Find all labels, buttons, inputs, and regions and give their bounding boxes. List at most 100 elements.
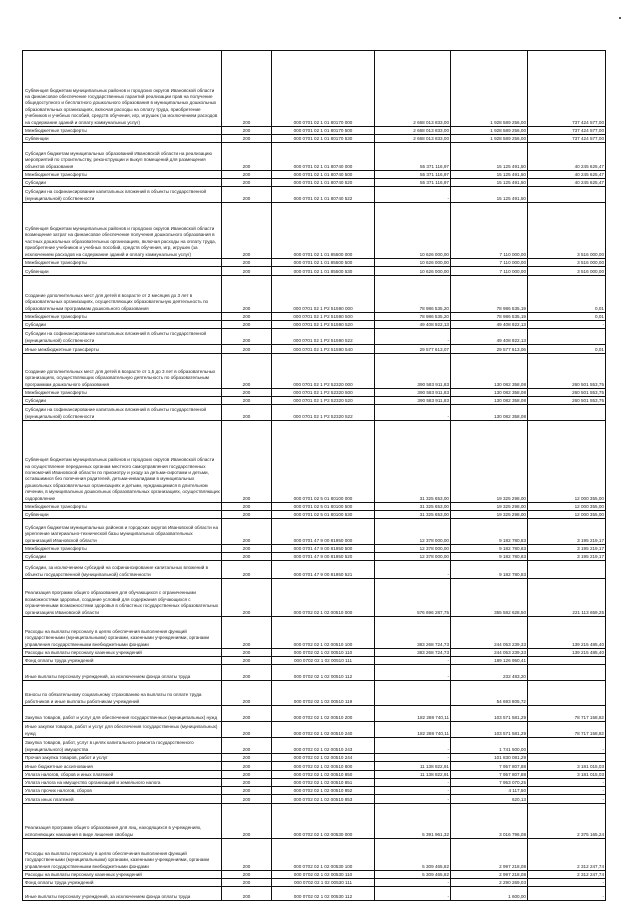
row-budget-code: 000 0702 02 1 02 00510 200 — [271, 705, 375, 722]
row-executed-amount: 19 325 298,00 — [450, 510, 528, 519]
row-unexecuted-amount: - — [527, 786, 606, 795]
row-budget-code: 000 0701 02 1 P2 51590 000 — [271, 275, 375, 313]
row-description: Межбюджетные трансферты — [22, 126, 222, 135]
table-row: Субсидии на софинансирование капитальных… — [22, 404, 606, 421]
table-row: Расходы на выплаты персоналу в целях обе… — [22, 616, 606, 649]
row-executed-amount: 1 928 589 256,00 — [450, 126, 528, 135]
row-description: Субвенции — [22, 266, 222, 276]
row-executed-amount: 78 986 535,19 — [450, 275, 528, 313]
row-admin-code: 200 — [221, 510, 272, 519]
row-unexecuted-amount: 3 516 000,00 — [527, 202, 606, 259]
row-executed-amount: 7 957 807,88 — [450, 761, 528, 771]
table-row: Субсидии 200 000 0701 02 1 P2 52320 520 390… — [22, 396, 606, 405]
row-budget-code: 000 0701 02 1 01 85500 530 — [271, 266, 375, 276]
table-row: Субсидии на софинансирование капитальных… — [22, 186, 606, 203]
row-budget-code: 000 0702 02 1 02 00510 100 — [271, 616, 375, 649]
row-description: Уплата иных платежей — [22, 794, 222, 804]
row-budget-code: 000 0701 02 1 01 80170 500 — [271, 126, 375, 135]
row-admin-code: 200 — [221, 178, 272, 187]
row-budget-code: 000 0701 02 1 P2 51590 500 — [271, 312, 375, 321]
table-row: Субсидии на софинансирование капитальных… — [22, 328, 606, 345]
row-unexecuted-amount — [527, 680, 606, 706]
row-approved-amount: 5 309 465,82 — [374, 870, 451, 879]
row-executed-amount: 9 182 780,83 — [450, 544, 528, 553]
row-approved-amount: - — [374, 328, 451, 345]
row-budget-code: 000 0702 02 1 02 00510 850 — [271, 770, 375, 779]
row-budget-code: 000 0701 02 1 01 85500 000 — [271, 202, 375, 259]
row-unexecuted-amount: 260 501 553,75 — [527, 396, 606, 405]
row-executed-amount: 78 986 535,19 — [450, 312, 528, 321]
table-row: Субсидии 200 000 0701 02 1 01 80740 520 55 … — [22, 178, 606, 187]
row-executed-amount: 29 577 613,06 — [450, 344, 528, 354]
row-description: Закупка товаров, работ и услуг для обесп… — [22, 705, 222, 722]
table-row: Иные закупки товаров, работ и услуг для … — [22, 721, 606, 738]
row-unexecuted-amount — [527, 186, 606, 203]
row-executed-amount: 130 082 358,08 — [450, 388, 528, 397]
row-unexecuted-amount: - — [527, 878, 606, 887]
row-admin-code: 200 — [221, 404, 272, 421]
row-admin-code: 200 — [221, 680, 272, 706]
row-admin-code: 200 — [221, 705, 272, 722]
table-row: Закупка товаров, работ и услуг для обесп… — [22, 705, 606, 722]
row-description: Субвенция бюджетам муниципальных районов… — [22, 202, 222, 259]
row-admin-code: 200 — [221, 786, 272, 795]
row-unexecuted-amount: - — [527, 778, 606, 787]
row-admin-code: 200 — [221, 518, 272, 545]
row-executed-amount: 2 290 269,03 — [450, 878, 528, 887]
table-row: Субсидия бюджетам муниципальных образова… — [22, 142, 606, 171]
row-description: Фонд оплаты труда учреждений — [22, 878, 222, 887]
row-approved-amount: 11 138 822,91 — [374, 761, 451, 771]
row-admin-code: 200 — [221, 778, 272, 787]
row-budget-code: 000 0702 02 1 02 00530 112 — [271, 886, 375, 901]
row-budget-code: 000 0702 02 1 02 00510 119 — [271, 680, 375, 706]
row-description: Расходы на выплаты персоналу в целях обе… — [22, 838, 222, 871]
row-unexecuted-amount: 12 000 355,00 — [527, 502, 606, 511]
row-admin-code: 200 — [221, 170, 272, 179]
row-executed-amount: 49 408 922,13 — [450, 320, 528, 329]
row-unexecuted-amount: 2 375 165,24 — [527, 803, 606, 839]
row-approved-amount: 5 309 465,82 — [374, 838, 451, 871]
row-executed-amount: 189 126 950,41 — [450, 656, 528, 665]
row-admin-code: 200 — [221, 388, 272, 397]
row-budget-code: 000 0702 02 1 02 00510 243 — [271, 737, 375, 754]
row-executed-amount: 15 125 491,50 — [450, 170, 528, 179]
row-description: Межбюджетные трансферты — [22, 388, 222, 397]
row-admin-code: 200 — [221, 126, 272, 135]
row-unexecuted-amount: 221 113 659,25 — [527, 578, 606, 617]
row-executed-amount: 7 957 807,88 — [450, 770, 528, 779]
table-row: Реализация программ общего образования д… — [22, 803, 606, 839]
row-admin-code: 200 — [221, 794, 272, 804]
row-description: Субвенция бюджетам муниципальных районов… — [22, 50, 222, 127]
row-budget-code: 000 0701 02 5 01 80100 500 — [271, 502, 375, 511]
row-description: Субвенции — [22, 134, 222, 143]
row-approved-amount: - — [374, 753, 451, 762]
row-unexecuted-amount: 139 215 485,40 — [527, 648, 606, 657]
row-description: Уплата налога на имущество организаций и… — [22, 778, 222, 787]
row-executed-amount: 19 325 298,00 — [450, 502, 528, 511]
table-row: Создание дополнительных мест для детей в… — [22, 275, 606, 313]
row-executed-amount: 232 483,20 — [450, 664, 528, 681]
row-executed-amount: 355 582 628,50 — [450, 578, 528, 617]
table-row: Взносы по обязательному социальному стра… — [22, 680, 606, 706]
row-approved-amount: 383 268 724,73 — [374, 616, 451, 649]
row-unexecuted-amount: 139 215 485,40 — [527, 616, 606, 649]
row-description: Межбюджетные трансферты — [22, 544, 222, 553]
row-budget-code: 000 0701 02 5 01 80100 530 — [271, 510, 375, 519]
row-admin-code: 200 — [221, 344, 272, 354]
row-executed-amount: 4 117,50 — [450, 786, 528, 795]
row-approved-amount: 55 371 116,97 — [374, 178, 451, 187]
row-unexecuted-amount: 3 516 000,00 — [527, 266, 606, 276]
table-row: Уплата налогов, сборов и иных платежей 20… — [22, 770, 606, 779]
row-description: Иные выплаты персоналу учреждений, за ис… — [22, 664, 222, 681]
row-description: Субвенции — [22, 510, 222, 519]
row-budget-code: 000 0701 02 1 P2 51590 522 — [271, 328, 375, 345]
row-description: Субсидии — [22, 396, 222, 405]
row-description: Иные закупки товаров, работ и услуг для … — [22, 721, 222, 738]
row-admin-code: 200 — [221, 328, 272, 345]
row-description: Субсидии, за исключением субсидий на соф… — [22, 560, 222, 579]
row-budget-code: 000 0702 02 1 02 00510 111 — [271, 656, 375, 665]
row-approved-amount: 2 668 013 833,00 — [374, 50, 451, 127]
row-description: Межбюджетные трансферты — [22, 502, 222, 511]
row-approved-amount: 182 288 740,11 — [374, 721, 451, 738]
row-approved-amount: 78 986 535,20 — [374, 312, 451, 321]
